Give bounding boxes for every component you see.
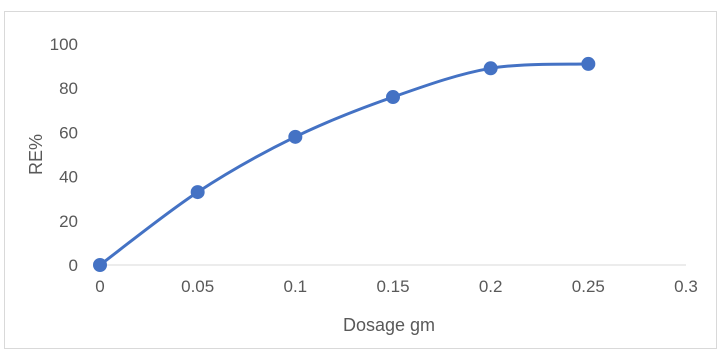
x-tick-label: 0.1 — [284, 277, 308, 296]
data-point — [483, 61, 498, 76]
series-line — [98, 62, 590, 267]
y-tick-label: 0 — [69, 256, 78, 275]
x-axis-tick-labels: 0 0.05 0.1 0.15 0.2 0.25 0.3 — [95, 277, 698, 296]
x-tick-label: 0 — [95, 277, 104, 296]
y-tick-label: 80 — [59, 79, 78, 98]
x-tick-label: 0.25 — [572, 277, 605, 296]
x-axis-title: Dosage gm — [343, 315, 435, 335]
y-tick-label: 40 — [59, 168, 78, 187]
data-point — [190, 185, 205, 200]
x-tick-label: 0.3 — [674, 277, 698, 296]
x-tick-label: 0.2 — [479, 277, 503, 296]
y-tick-label: 60 — [59, 123, 78, 142]
data-point — [93, 258, 107, 272]
data-point — [581, 56, 596, 71]
y-axis-tick-labels: 0 20 40 60 80 100 — [50, 35, 78, 275]
y-tick-label: 20 — [59, 212, 78, 231]
series-group — [93, 56, 596, 272]
x-tick-label: 0.15 — [376, 277, 409, 296]
data-point — [386, 90, 400, 105]
y-axis-title: RE% — [26, 134, 46, 175]
y-tick-label: 100 — [50, 35, 78, 54]
chart-frame — [4, 11, 717, 349]
data-point — [288, 129, 303, 144]
x-tick-label: 0.05 — [181, 277, 214, 296]
